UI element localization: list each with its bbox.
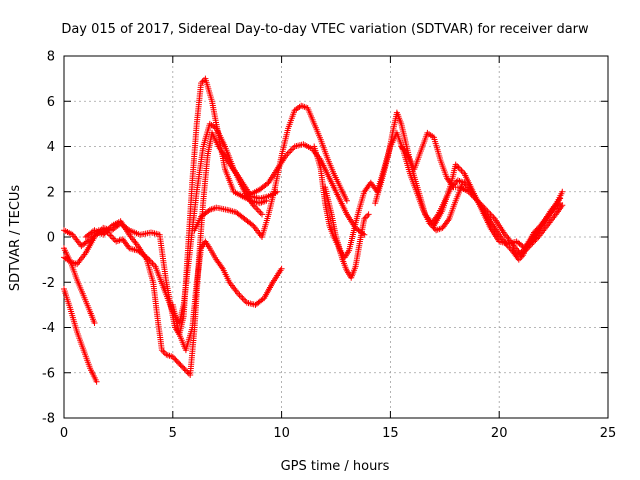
x-tick-label: 5: [169, 426, 177, 441]
y-tick-label: -4: [42, 321, 55, 336]
data-points: [191, 102, 350, 240]
x-tick-label: 20: [491, 426, 508, 441]
data-points: [82, 129, 265, 378]
y-tick-label: -2: [42, 276, 55, 291]
data-points: [398, 129, 566, 259]
chart-title: Day 015 of 2017, Sidereal Day-to-day VTE…: [61, 22, 589, 37]
y-tick-label: 0: [47, 231, 55, 246]
series-arc-5: [82, 129, 265, 378]
y-tick-label: 8: [47, 50, 55, 65]
x-tick-label: 25: [600, 426, 617, 441]
y-tick-label: -6: [42, 366, 55, 381]
data-points: [169, 238, 285, 354]
y-axis-label: SDTVAR / TECUs: [8, 185, 23, 292]
data-points: [239, 141, 368, 238]
series-arc-12: [398, 129, 566, 259]
y-tick-label: 2: [47, 185, 55, 200]
y-tick-label: 4: [47, 140, 55, 155]
data-points: [61, 245, 98, 326]
series-arc-6: [169, 238, 285, 354]
series-arc-14: [509, 200, 564, 263]
x-tick-label: 10: [273, 426, 290, 441]
axis-ticks: 0 5 10 15 20 25 -8 -6 -4 -2 0 2 4 6 8: [42, 50, 616, 442]
x-tick-label: 15: [382, 426, 399, 441]
data-series: [61, 75, 566, 385]
series-arc-7: [191, 102, 350, 240]
x-axis-label: GPS time / hours: [281, 459, 390, 474]
series-arc-2: [61, 245, 98, 326]
y-tick-label: 6: [47, 95, 55, 110]
data-points: [509, 200, 564, 263]
data-points: [61, 286, 100, 385]
series-arc-1: [61, 286, 100, 385]
x-tick-label: 0: [60, 426, 68, 441]
series-arc-8: [239, 141, 368, 238]
y-tick-label: -8: [42, 412, 55, 427]
